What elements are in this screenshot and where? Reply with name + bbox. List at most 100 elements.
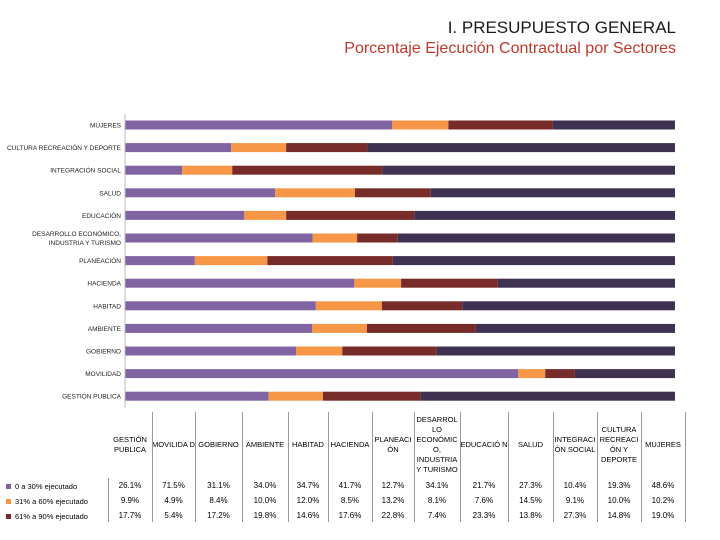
bar-segment <box>497 278 675 288</box>
table-divider <box>372 412 373 522</box>
table-cell: 48.6% <box>651 481 675 490</box>
bar-segment <box>125 278 355 288</box>
table-cell: 12.7% <box>381 481 405 490</box>
table-column-header: HACIENDA <box>330 440 370 449</box>
table-cell: 12.0% <box>296 496 320 505</box>
legend-swatch <box>6 498 11 504</box>
bar-segment <box>312 323 367 333</box>
bar-segment <box>125 143 232 153</box>
bar-segment <box>125 120 393 130</box>
bar-segment <box>574 369 675 379</box>
table-divider <box>508 412 509 522</box>
category-label: GESTIÓN PUBLICA <box>62 392 122 401</box>
bar-segment <box>357 233 398 243</box>
table-cell: 41.7% <box>338 481 362 490</box>
table-column-header: GESTIÓN PUBLICA <box>113 435 147 454</box>
table-cell: 13.8% <box>519 511 542 520</box>
bar-segment <box>436 346 675 356</box>
category-label: MUJERES <box>90 123 122 130</box>
category-label: SALUD <box>99 190 121 197</box>
legend-swatch <box>6 513 11 519</box>
table-cell: 7.6% <box>474 496 494 505</box>
category-label: HACIENDA <box>87 281 121 288</box>
table-cell: 14.8% <box>607 511 631 520</box>
table-column-header: INTEGRACI ÓN SOCIAL <box>554 435 596 454</box>
table-cell: 10.0% <box>607 496 631 505</box>
bar-segment <box>342 346 437 356</box>
table-divider <box>641 412 642 522</box>
bar-segment <box>286 210 415 220</box>
table-divider <box>553 412 554 522</box>
bar-segment <box>244 210 287 220</box>
legend-swatch <box>6 483 11 489</box>
table-cell: 19.0% <box>651 511 675 520</box>
table-column-header: DESARROL LO ECONÓMIC O, INDUSTRIA Y TURI… <box>416 415 458 474</box>
table-column-header: EDUCACIÓ N <box>460 440 508 449</box>
table-column-header: CULTURA RECREACI ÓN Y DEPORTE <box>599 425 639 464</box>
chart-subtitle: Porcentaje Ejecución Contractual por Sec… <box>344 40 676 57</box>
chart-title: I. PRESUPUESTO GENERAL <box>447 18 676 37</box>
stacked-bar-chart: MUJERES CULTURA RECREACIÓN Y DEPORTE INTEG… <box>7 114 675 408</box>
bar-segment <box>448 120 553 130</box>
table-cell: 17.2% <box>207 511 230 520</box>
table-column-header: HABITAD <box>292 440 324 449</box>
table-cell: 9.9% <box>120 496 140 505</box>
bar-segment <box>296 346 343 356</box>
table-divider <box>108 478 109 522</box>
category-label: HABITAD <box>93 303 121 310</box>
category-label: EDUCACIÓN <box>82 211 121 220</box>
bar-segment <box>125 369 519 379</box>
table-row-label: 31% a 60% ejecutado <box>6 495 88 507</box>
bar-segment <box>552 120 675 130</box>
bar-segment <box>182 165 233 175</box>
table-cell: 17.7% <box>118 511 142 520</box>
table-cell: 34.0% <box>253 481 277 490</box>
bar-segment <box>545 369 575 379</box>
table-cell: 21.7% <box>472 481 496 490</box>
bar-segment <box>462 301 675 311</box>
bar-segment <box>315 301 382 311</box>
table-divider <box>242 412 243 522</box>
table-divider <box>152 412 153 522</box>
table-cell: 9.1% <box>565 496 585 505</box>
table-divider <box>288 412 289 522</box>
category-label: INTEGRACIÓN SOCIAL <box>50 166 121 175</box>
table-cell: 8.1% <box>427 496 447 505</box>
table-cell: 27.3% <box>519 481 542 490</box>
bar-segment <box>125 346 297 356</box>
table-divider <box>460 412 461 522</box>
bar-segment <box>268 391 323 401</box>
table-cell: 10.0% <box>253 496 277 505</box>
bar-segment <box>312 233 358 243</box>
table-cell: 17.6% <box>338 511 362 520</box>
bar-segment <box>125 323 312 333</box>
bar-segment <box>125 233 313 243</box>
bar-segment <box>231 143 287 153</box>
bar-segment <box>125 256 195 266</box>
table-cell: 34.1% <box>425 481 449 490</box>
table-column-header: SALUD <box>517 440 543 449</box>
table-cell: 19.3% <box>607 481 631 490</box>
bar-segment <box>420 391 675 401</box>
bar-segment <box>267 256 393 266</box>
table-column-header: GOBIERNO <box>198 440 239 449</box>
bar-segment <box>382 165 675 175</box>
table-cell: 22.8% <box>381 511 405 520</box>
table-column-header: MOVILIDA D <box>152 440 195 449</box>
bar-segment <box>354 278 402 288</box>
table-cell: 5.4% <box>164 511 183 520</box>
bar-segment <box>125 301 316 311</box>
bar-segment <box>430 188 675 198</box>
category-label: DESARROLLO ECONÓMICO, <box>32 229 121 238</box>
table-row-label: 0 a 30% ejecutado <box>6 480 77 492</box>
bar-segment <box>381 301 463 311</box>
table-divider <box>328 412 329 522</box>
table-column-header: PLANEACI ÓN <box>374 435 412 454</box>
table-divider <box>195 412 196 522</box>
table-cell: 14.6% <box>296 511 320 520</box>
bar-segment <box>367 143 675 153</box>
table-column-header: AMBIENTE <box>245 440 285 449</box>
bar-segment <box>125 210 245 220</box>
bar-segment <box>275 188 355 198</box>
bar-segment <box>392 120 449 130</box>
